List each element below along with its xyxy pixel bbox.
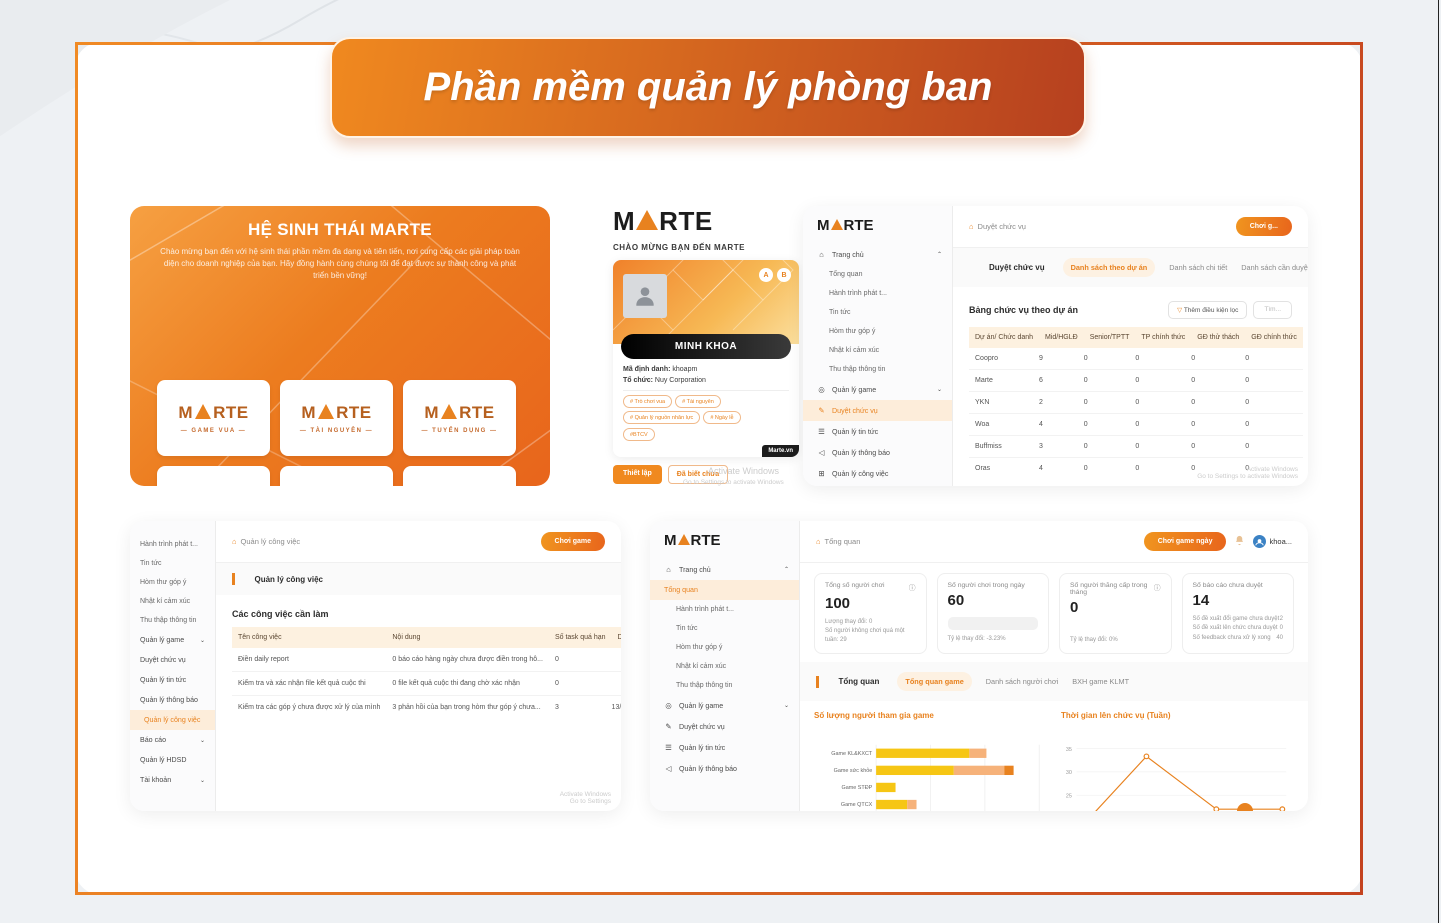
svg-text:Game sức khỏe: Game sức khỏe bbox=[834, 767, 873, 774]
svg-text:Game QTCX: Game QTCX bbox=[841, 802, 873, 808]
svg-text:25: 25 bbox=[1066, 794, 1072, 800]
svg-text:Game KL&KXCT: Game KL&KXCT bbox=[831, 751, 873, 757]
svg-text:Game STĐP: Game STĐP bbox=[842, 785, 873, 791]
svg-text:35: 35 bbox=[1066, 747, 1072, 753]
svg-text:30: 30 bbox=[1066, 770, 1072, 776]
